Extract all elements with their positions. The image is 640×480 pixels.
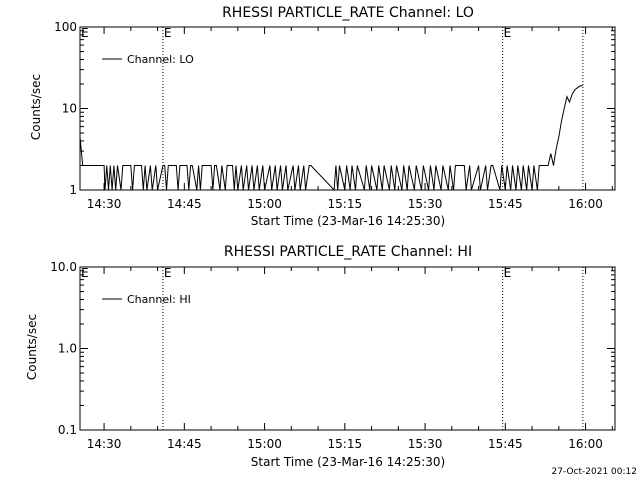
panel-2-corner-marker: E xyxy=(81,266,89,280)
panel-1-corner-marker: E xyxy=(81,26,89,40)
panel-1-ytick-label: 100 xyxy=(54,20,77,34)
panel-1-plot-frame xyxy=(79,26,616,191)
panel-2-xtick-label: 15:30 xyxy=(408,437,443,451)
panel-2-xtick-label: 14:30 xyxy=(87,437,122,451)
panel-1-xlabel: Start Time (23-Mar-16 14:25:30) xyxy=(251,214,445,228)
panel-1-title: RHESSI PARTICLE_RATE Channel: LO xyxy=(222,5,474,21)
panel-1-xtick-label: 15:45 xyxy=(488,197,523,211)
panel-1-series-line xyxy=(79,85,583,192)
panel-1-xtick-label: 14:45 xyxy=(167,197,202,211)
panel-1-xtick-label: 15:15 xyxy=(328,197,363,211)
panel-1-xtick-label: 14:30 xyxy=(87,197,122,211)
panel-2-event-label: E xyxy=(164,266,172,280)
panel-2-ylabel: Counts/sec xyxy=(25,314,39,380)
panel-2-legend-label: Channel: HI xyxy=(127,293,191,306)
panel-2-xtick-label: 15:15 xyxy=(328,437,363,451)
panel-1-ytick-label: 10 xyxy=(62,102,77,116)
panel-2-xtick-label: 16:00 xyxy=(568,437,603,451)
panel-2-title: RHESSI PARTICLE_RATE Channel: HI xyxy=(224,244,472,260)
panel-1-xtick-label: 15:00 xyxy=(247,197,282,211)
panel-2-xtick-label: 15:00 xyxy=(247,437,282,451)
panel-2-ytick-label: 0.1 xyxy=(58,423,77,437)
panel-1-legend-label: Channel: LO xyxy=(127,53,194,66)
panel-2-event-label: E xyxy=(504,266,512,280)
panel-2-ytick-label: 10.0 xyxy=(50,260,77,274)
panel-1-event-label: E xyxy=(504,26,512,40)
panel-2-xtick-label: 14:45 xyxy=(167,437,202,451)
panel-1-event-label: E xyxy=(164,26,172,40)
panel-2-plot-frame xyxy=(79,266,616,431)
panel-1-ytick-label: 1 xyxy=(69,183,77,197)
panel-2-xlabel: Start Time (23-Mar-16 14:25:30) xyxy=(251,455,445,469)
panel-2-ytick-label: 1.0 xyxy=(58,342,77,356)
panel-1-xtick-label: 15:30 xyxy=(408,197,443,211)
footer-timestamp: 27-Oct-2021 00:12 xyxy=(552,467,637,477)
panel-1-xtick-label: 16:00 xyxy=(568,197,603,211)
panel-1-ylabel: Counts/sec xyxy=(29,74,43,140)
panel-2-xtick-label: 15:45 xyxy=(488,437,523,451)
